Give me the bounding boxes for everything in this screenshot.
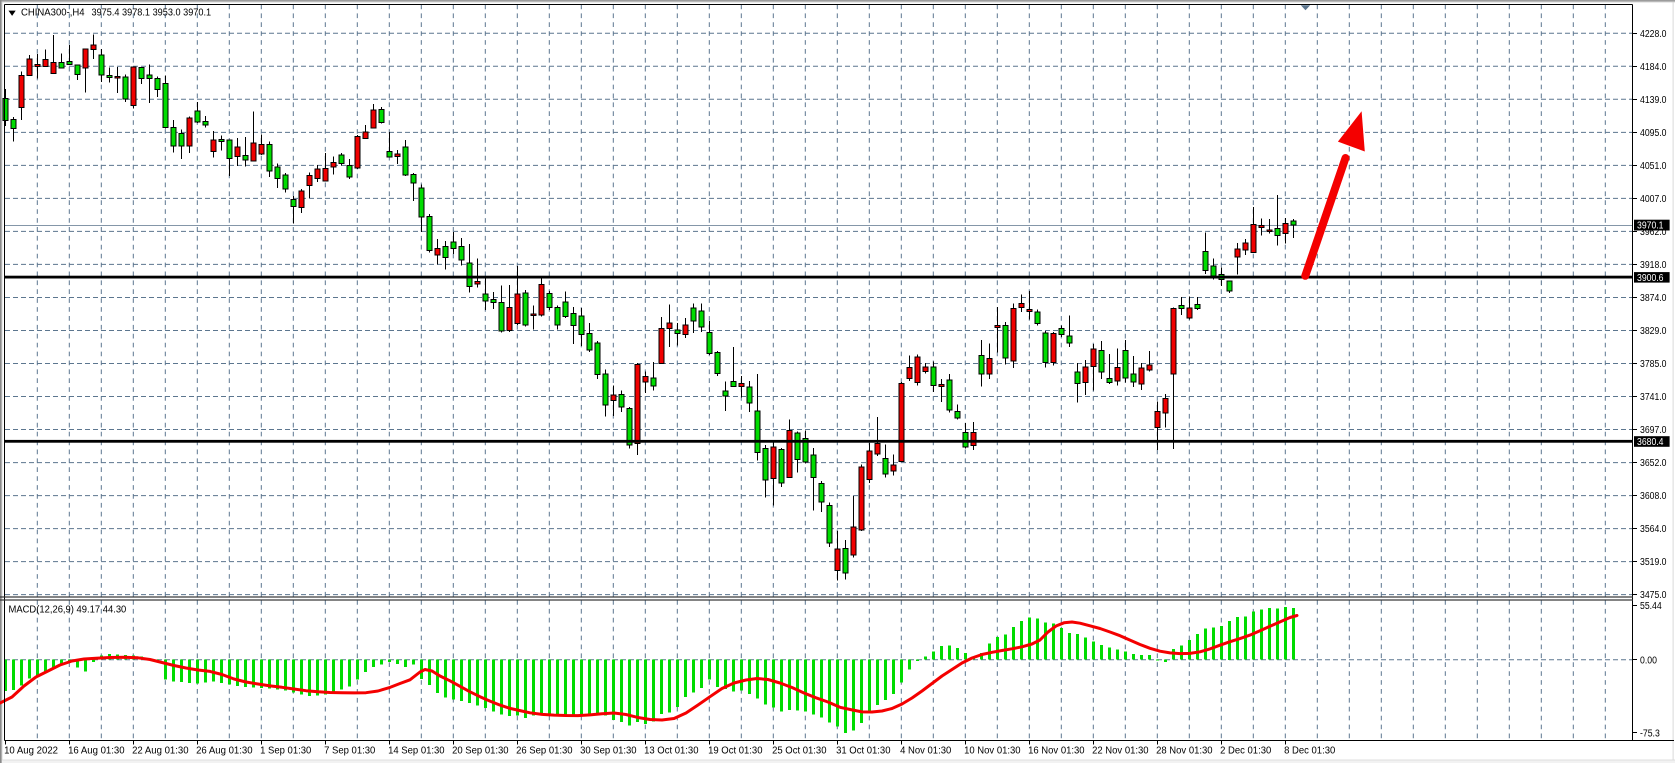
svg-text:3785.0: 3785.0 bbox=[1640, 359, 1667, 370]
svg-text:20 Sep 01:30: 20 Sep 01:30 bbox=[452, 745, 509, 756]
svg-text:7 Sep 01:30: 7 Sep 01:30 bbox=[324, 745, 376, 756]
svg-text:3680.4: 3680.4 bbox=[1637, 437, 1664, 448]
svg-text:22 Aug 01:30: 22 Aug 01:30 bbox=[132, 745, 189, 756]
svg-text:3608.0: 3608.0 bbox=[1640, 491, 1667, 502]
svg-text:0.00: 0.00 bbox=[1640, 655, 1657, 666]
svg-text:3741.0: 3741.0 bbox=[1640, 392, 1667, 403]
svg-text:3652.0: 3652.0 bbox=[1640, 458, 1667, 469]
svg-text:28 Nov 01:30: 28 Nov 01:30 bbox=[1156, 745, 1213, 756]
svg-text:22 Nov 01:30: 22 Nov 01:30 bbox=[1092, 745, 1149, 756]
svg-text:4051.0: 4051.0 bbox=[1640, 161, 1667, 172]
svg-text:4228.0: 4228.0 bbox=[1640, 29, 1667, 40]
svg-text:25 Oct 01:30: 25 Oct 01:30 bbox=[772, 745, 827, 756]
svg-text:3564.0: 3564.0 bbox=[1640, 524, 1667, 535]
svg-text:55.44: 55.44 bbox=[1640, 601, 1662, 612]
svg-text:30 Sep 01:30: 30 Sep 01:30 bbox=[580, 745, 637, 756]
svg-text:16 Aug 01:30: 16 Aug 01:30 bbox=[68, 745, 125, 756]
svg-text:3519.0: 3519.0 bbox=[1640, 557, 1667, 568]
svg-text:3829.0: 3829.0 bbox=[1640, 326, 1667, 337]
svg-text:4 Nov 01:30: 4 Nov 01:30 bbox=[900, 745, 952, 756]
svg-text:3697.0: 3697.0 bbox=[1640, 425, 1667, 436]
svg-text:3918.0: 3918.0 bbox=[1640, 260, 1667, 271]
svg-text:MACD(12,26,9) 49.17 44.30: MACD(12,26,9) 49.17 44.30 bbox=[9, 604, 127, 615]
svg-text:13 Oct 01:30: 13 Oct 01:30 bbox=[644, 745, 699, 756]
svg-text:26 Sep 01:30: 26 Sep 01:30 bbox=[516, 745, 573, 756]
svg-text:3900.6: 3900.6 bbox=[1637, 273, 1664, 284]
svg-text:3975.4 3978.1 3953.0 3970.1: 3975.4 3978.1 3953.0 3970.1 bbox=[92, 7, 212, 18]
svg-text:31 Oct 01:30: 31 Oct 01:30 bbox=[836, 745, 891, 756]
svg-text:4139.0: 4139.0 bbox=[1640, 95, 1667, 106]
svg-text:19 Oct 01:30: 19 Oct 01:30 bbox=[708, 745, 763, 756]
svg-text:3475.0: 3475.0 bbox=[1640, 590, 1667, 601]
svg-text:3970.1: 3970.1 bbox=[1637, 221, 1664, 232]
svg-text:4095.0: 4095.0 bbox=[1640, 128, 1667, 139]
svg-text:26 Aug 01:30: 26 Aug 01:30 bbox=[196, 745, 253, 756]
svg-text:10 Aug 2022: 10 Aug 2022 bbox=[4, 745, 58, 756]
svg-text:3962.0: 3962.0 bbox=[1640, 227, 1667, 238]
svg-text:4184.0: 4184.0 bbox=[1640, 62, 1667, 73]
svg-text:8 Dec 01:30: 8 Dec 01:30 bbox=[1284, 745, 1336, 756]
svg-text:16 Nov 01:30: 16 Nov 01:30 bbox=[1028, 745, 1085, 756]
svg-text:4007.0: 4007.0 bbox=[1640, 194, 1667, 205]
svg-text:1 Sep 01:30: 1 Sep 01:30 bbox=[260, 745, 312, 756]
svg-text:14 Sep 01:30: 14 Sep 01:30 bbox=[388, 745, 445, 756]
svg-text:3874.0: 3874.0 bbox=[1640, 293, 1667, 304]
svg-text:2 Dec 01:30: 2 Dec 01:30 bbox=[1220, 745, 1272, 756]
svg-text:-75.3: -75.3 bbox=[1640, 728, 1660, 739]
svg-text:10 Nov 01:30: 10 Nov 01:30 bbox=[964, 745, 1021, 756]
svg-text:CHINA300-,H4: CHINA300-,H4 bbox=[21, 7, 85, 18]
